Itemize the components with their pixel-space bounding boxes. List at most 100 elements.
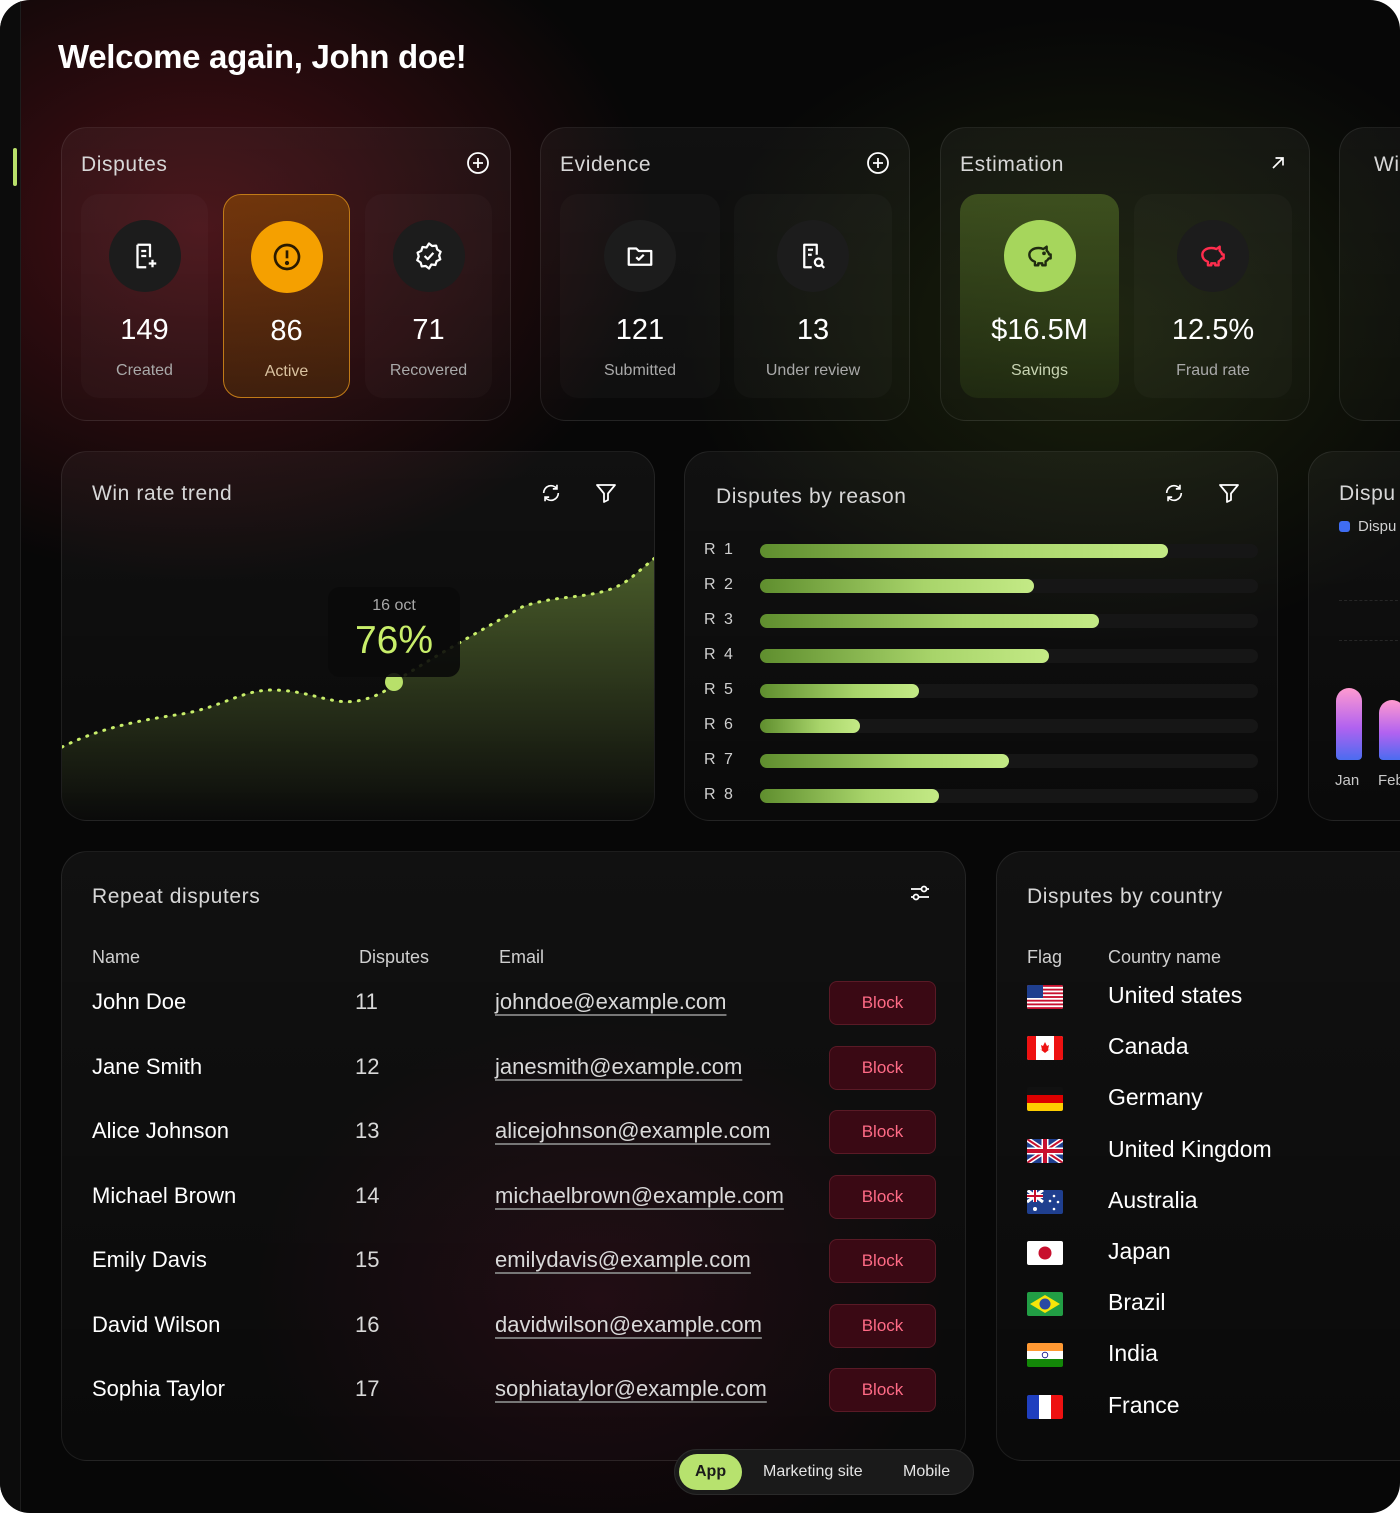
disputer-email[interactable]: davidwilson@example.com <box>495 1311 762 1337</box>
country-name: Germany <box>1108 1084 1203 1111</box>
stat-value: 13 <box>796 314 830 346</box>
list-item: Germany <box>997 1084 1400 1118</box>
switch-mobile[interactable]: Mobile <box>903 1463 951 1480</box>
bar-label: R 8 <box>704 786 735 803</box>
list-item: Australia <box>997 1187 1400 1221</box>
disputer-name: Jane Smith <box>92 1053 203 1079</box>
filter-button[interactable] <box>592 479 620 507</box>
piggy-bank-red-icon <box>1177 220 1249 292</box>
bar[interactable] <box>760 614 1099 628</box>
stat-submitted[interactable]: 121 Submitted <box>560 194 720 398</box>
win-rate-tooltip: 16 oct 76% <box>328 587 460 677</box>
refresh-icon <box>1165 484 1183 502</box>
bar[interactable] <box>760 789 940 803</box>
stat-savings[interactable]: $16.5M Savings <box>960 194 1119 398</box>
stat-recovered[interactable]: 71 Recovered <box>365 194 492 398</box>
plus-circle-icon <box>467 152 489 174</box>
evidence-card: Evidence 121 Submitted 13 Under review <box>540 127 910 421</box>
column-header-email: Email <box>499 947 545 967</box>
country-name: Japan <box>1108 1238 1171 1264</box>
bar[interactable] <box>760 684 920 698</box>
win-rate-card: Win rate trend 16 oct 76% <box>61 451 655 821</box>
country-name: India <box>1108 1340 1158 1367</box>
stat-fraud-rate[interactable]: 12.5% Fraud rate <box>1134 194 1292 398</box>
disputer-count: 15 <box>355 1247 380 1272</box>
block-button[interactable]: Block <box>829 1174 936 1219</box>
disputer-email[interactable]: alicejohnson@example.com <box>495 1118 771 1143</box>
column-header-disputes: Disputes <box>359 947 430 967</box>
disputer-count: 11 <box>355 989 378 1014</box>
disputes-by-reason-title: Disputes by reason <box>716 485 907 508</box>
block-button[interactable]: Block <box>829 1045 936 1090</box>
disputes-by-country-card: Disputes by country Flag Country name Un… <box>996 851 1400 1461</box>
stat-label: Savings <box>1011 362 1068 379</box>
legend-swatch <box>1339 521 1350 532</box>
repeat-disputers-card: Repeat disputers Name Disputes Email Joh… <box>61 851 966 1461</box>
bar-label: R 7 <box>704 751 735 768</box>
bar[interactable] <box>760 719 860 733</box>
column-header-name: Name <box>92 947 141 967</box>
us-flag-icon <box>1027 985 1063 1009</box>
stat-label: Active <box>264 363 309 380</box>
au-flag-icon <box>1027 1189 1063 1214</box>
sidebar-edge <box>0 0 21 1513</box>
disputer-email[interactable]: janesmith@example.com <box>495 1053 743 1079</box>
open-estimation-button[interactable] <box>1264 149 1292 177</box>
bar[interactable] <box>760 649 1049 663</box>
bar[interactable] <box>760 579 1034 593</box>
stat-under-review[interactable]: 13 Under review <box>734 194 892 398</box>
reason-bar-chart: R 1 R 2 R 3 R 4 R 5 R 6 R 7 R 8 <box>685 452 1277 820</box>
refresh-button[interactable] <box>1160 479 1188 507</box>
disputer-count: 13 <box>355 1118 380 1143</box>
add-evidence-button[interactable] <box>864 149 892 177</box>
stat-active[interactable]: 86 Active <box>223 194 350 398</box>
disputes-by-country-title: Disputes by country <box>1027 885 1223 908</box>
switch-marketing-site[interactable]: Marketing site <box>763 1463 863 1480</box>
estimation-card: Estimation $16.5M Savings 12.5% Fraud ra… <box>940 127 1310 421</box>
partial-card: Wi <box>1339 127 1400 421</box>
sliders-icon <box>911 885 929 901</box>
block-button[interactable]: Block <box>829 1368 936 1412</box>
bar-label: R 5 <box>704 681 735 698</box>
repeat-disputers-title: Repeat disputers <box>92 885 261 908</box>
block-button[interactable]: Block <box>829 981 936 1025</box>
disputes-by-reason-card: Disputes by reason R 1 R 2 R 3 R 4 R 5 R 6 R 7… <box>684 451 1278 821</box>
disputer-count: 16 <box>355 1311 380 1337</box>
table-row: Emily Davis 15 emilydavis@example.com Block <box>62 1239 965 1295</box>
list-item: Brazil <box>997 1289 1400 1323</box>
disputer-email[interactable]: johndoe@example.com <box>495 989 727 1014</box>
in-flag-icon <box>1027 1343 1063 1368</box>
disputer-email[interactable]: michaelbrown@example.com <box>495 1182 784 1208</box>
bar-track <box>760 719 1258 733</box>
disputer-email[interactable]: sophiataylor@example.com <box>495 1376 767 1401</box>
table-row: Alice Johnson 13 alicejohnson@example.com B… <box>62 1110 965 1166</box>
document-search-icon <box>777 220 849 292</box>
table-settings-button[interactable] <box>906 879 934 907</box>
disputer-name: David Wilson <box>92 1311 221 1337</box>
document-plus-icon <box>108 220 181 292</box>
switch-app[interactable]: App <box>679 1454 743 1490</box>
table-row: Michael Brown 14 michaelbrown@example.com B… <box>62 1174 965 1231</box>
refresh-button[interactable] <box>537 479 565 507</box>
filter-button[interactable] <box>1215 479 1243 507</box>
column-bar <box>1379 700 1400 760</box>
disputer-email[interactable]: emilydavis@example.com <box>495 1247 751 1272</box>
folder-check-icon <box>604 220 676 292</box>
bar-label: R 3 <box>704 611 735 628</box>
disputer-name: John Doe <box>92 989 187 1014</box>
block-button[interactable]: Block <box>829 1110 936 1154</box>
grid-line <box>1339 600 1400 601</box>
stat-value: 86 <box>270 315 303 347</box>
table-row: Sophia Taylor 17 sophiataylor@example.com B… <box>62 1368 965 1424</box>
disputer-count: 17 <box>355 1376 380 1401</box>
block-button[interactable]: Block <box>829 1239 936 1283</box>
bar[interactable] <box>760 544 1169 558</box>
stat-value: 12.5% <box>1171 314 1255 346</box>
list-item: United Kingdom <box>997 1136 1400 1170</box>
block-button[interactable]: Block <box>829 1303 936 1348</box>
add-dispute-button[interactable] <box>464 149 492 177</box>
column-bar <box>1336 688 1362 760</box>
bar[interactable] <box>760 754 1009 768</box>
fr-flag-icon <box>1027 1394 1063 1419</box>
stat-created[interactable]: 149 Created <box>81 194 208 398</box>
